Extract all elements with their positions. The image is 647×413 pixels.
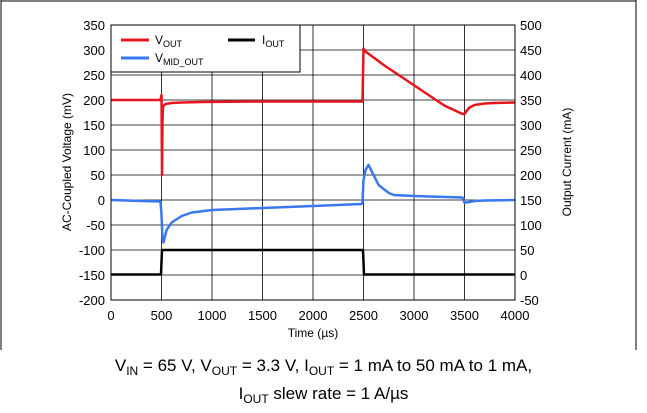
y-right-tick-label: 500 [520,18,542,33]
x-tick-label: 3500 [450,308,479,323]
series-line-vmid-out [110,163,516,244]
y-left-axis-title: AC-Coupled Voltage (mV) [60,93,74,231]
x-tick-labels: 0 500 1000 1500 2000 2500 3000 3500 4000 [107,308,529,323]
y-right-tick-label: -50 [520,293,539,308]
y-left-tick-label: 300 [83,43,105,58]
y-right-axis-title: Output Current (mA) [560,108,574,217]
caption-line-2: IOUT slew rate = 1 A/µs [238,384,409,406]
plot-border [110,24,516,301]
x-tick-label: 2500 [349,308,378,323]
y-right-tick-label: 50 [520,243,534,258]
legend-label-iout: IOUT [262,33,285,49]
x-tick-label: 3000 [400,308,429,323]
caption-line-1: VIN = 65 V, VOUT = 3.3 V, IOUT = 1 mA to… [114,356,533,378]
x-tick-label: 0 [107,308,114,323]
y-left-tick-label: 100 [83,143,105,158]
legend-label-vmid-out: VMID_OUT [155,51,204,67]
y-right-tick-label: 150 [520,193,542,208]
y-left-tick-label: -50 [86,218,105,233]
x-tick-label: 500 [151,308,173,323]
y-left-tick-label: -200 [79,293,105,308]
y-right-tick-label: 0 [520,268,527,283]
y-right-tick-label: 250 [520,143,542,158]
legend-label-vout: VOUT [155,33,183,49]
y-left-tick-label: 200 [83,93,105,108]
series-line-iout [111,248,515,276]
y-right-tick-label: 450 [520,43,542,58]
y-right-tick-label: 400 [520,68,542,83]
y-left-tick-label: -100 [79,243,105,258]
legend-box [110,24,301,73]
y-left-tick-label: -150 [79,268,105,283]
y-right-tick-label: 100 [520,218,542,233]
y-right-tick-label: 300 [520,118,542,133]
y-right-tick-label: 200 [520,168,542,183]
series-layer [110,47,516,276]
x-tick-label: 4000 [501,308,530,323]
x-tick-label: 2000 [299,308,328,323]
x-axis-title: Time (µs) [288,326,338,340]
x-tick-label: 1000 [198,308,227,323]
y-left-tick-label: 350 [83,18,105,33]
y-left-tick-label: 0 [98,193,105,208]
x-tick-label: 1500 [248,308,277,323]
y-left-tick-label: 150 [83,118,105,133]
y-left-tick-label: 50 [91,168,105,183]
series-line-vout [111,47,516,177]
y-left-tick-label: 250 [83,68,105,83]
legend: VOUT IOUT VMID_OUT [110,24,301,73]
y-right-tick-label: 350 [520,93,542,108]
y-left-tick-labels: 350 300 250 200 150 100 50 0 -50 -100 -150 -200 [79,18,105,308]
chart: 0 500 1000 1500 2000 2500 3000 3500 4000 3503002… [0,0,637,350]
